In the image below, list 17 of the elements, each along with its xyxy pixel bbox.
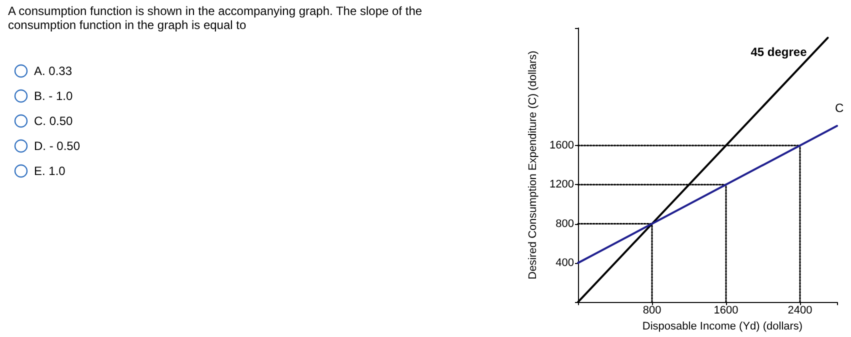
y-tick-label: 400	[556, 256, 574, 269]
text: A. 0.33	[34, 64, 72, 78]
text: D. - 0.50	[34, 138, 80, 152]
series-label: 45 degree	[750, 44, 808, 59]
text: A consumption function is shown in the accompanying graph. The slope of the consumption function in the graph is equal to	[8, 4, 424, 32]
x-tick-label: 2400	[788, 304, 812, 317]
y-axis-title: Desired Consumption Expenditure (C) (dollars)	[527, 50, 540, 280]
series-label: C	[835, 100, 844, 115]
text: B. - 1.0	[34, 88, 73, 102]
text: C. 0.50	[34, 114, 73, 128]
text: E. 1.0	[34, 164, 66, 178]
y-tick-label: 800	[556, 218, 574, 230]
x-tick-label: 800	[642, 304, 662, 317]
x-tick-label: 1600	[714, 304, 738, 317]
y-tick-label: 1600	[550, 139, 574, 152]
y-tick-label: 1200	[550, 178, 574, 191]
x-axis-title: Disposable Income (Yd) (dollars)	[642, 320, 803, 332]
